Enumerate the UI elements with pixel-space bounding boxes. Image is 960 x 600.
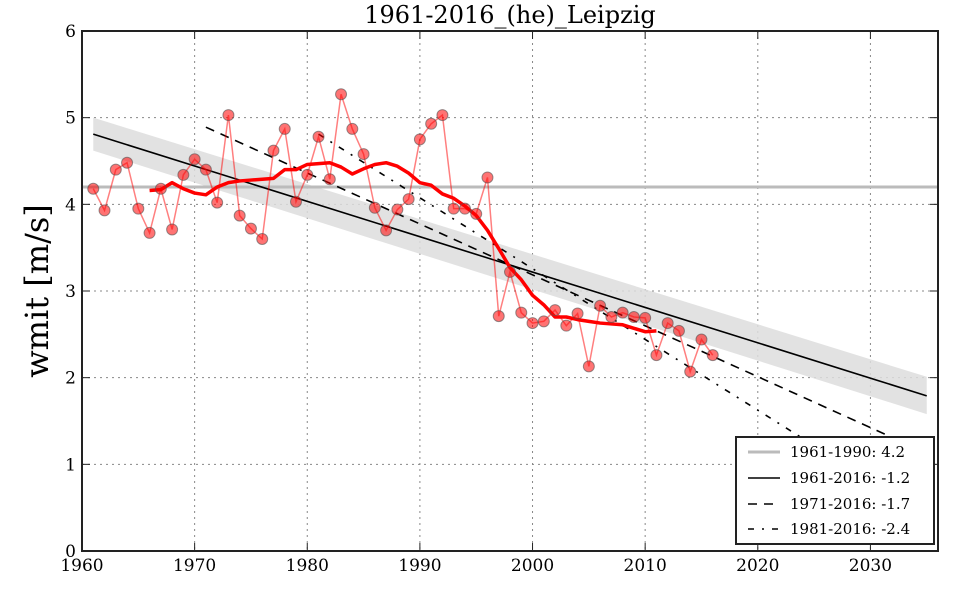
legend-label: 1961-2016: -1.2	[790, 469, 910, 487]
y-tick-label: 2	[65, 369, 76, 389]
data-point	[402, 193, 415, 206]
data-point	[132, 202, 145, 215]
data-point	[616, 306, 629, 319]
y-tick-label: 5	[65, 109, 76, 129]
y-axis-label: wmit [m/s]	[18, 204, 56, 378]
data-point	[447, 202, 460, 215]
y-tick-label: 1	[65, 455, 76, 475]
ticks: 1960 1970 1980 1990 2000 2010 2020 2030 0 1 2 3 4 5 6	[60, 22, 938, 576]
data-point	[233, 209, 246, 222]
data-point	[582, 360, 595, 373]
data-point	[436, 109, 449, 122]
x-tick-label: 1960	[60, 556, 103, 576]
data-point	[368, 201, 381, 214]
data-point	[661, 317, 674, 330]
data-point	[301, 168, 314, 181]
data-point	[256, 233, 269, 245]
data-point	[560, 319, 573, 332]
data-point	[571, 307, 584, 320]
data-point	[357, 148, 370, 161]
data-point	[267, 144, 280, 157]
data-point	[211, 196, 224, 209]
data-point	[222, 109, 235, 122]
data-point	[458, 202, 471, 215]
x-tick-label: 2000	[511, 556, 554, 576]
data-point	[594, 299, 607, 312]
legend-label: 1981-2016: -2.4	[790, 520, 910, 538]
moving-average-line	[149, 160, 657, 334]
x-tick-label: 1970	[173, 556, 216, 576]
data-point	[672, 324, 685, 337]
legend-label: 1971-2016: -1.7	[790, 495, 910, 513]
x-tick-label: 2030	[849, 556, 892, 576]
data-point	[481, 171, 494, 184]
data-point	[278, 122, 291, 135]
data-point	[413, 133, 426, 146]
data-point	[695, 333, 708, 346]
data-point	[526, 317, 539, 330]
x-tick-label: 1990	[398, 556, 441, 576]
data-point	[143, 226, 156, 239]
data-point	[627, 311, 640, 323]
data-point	[87, 182, 100, 195]
data-point	[537, 315, 550, 328]
data-point	[684, 365, 697, 378]
data-point	[335, 88, 348, 101]
chart-title: 1961-2016_(he)_Leipzig	[364, 1, 656, 29]
data-point	[549, 304, 562, 317]
y-tick-label: 4	[65, 195, 76, 215]
x-tick-label: 1980	[286, 556, 329, 576]
data-point	[492, 310, 505, 323]
data-point	[706, 349, 719, 362]
data-point	[650, 349, 663, 362]
data-point	[312, 130, 325, 143]
points-layer	[87, 88, 719, 378]
y-tick-label: 3	[65, 282, 76, 302]
data-point	[504, 265, 516, 278]
data-point	[166, 223, 179, 236]
legend: 1961-1990: 4.2 1961-2016: -1.2 1971-2016: …	[735, 436, 935, 545]
data-point	[639, 311, 652, 324]
data-point	[323, 173, 336, 186]
legend-box	[735, 436, 935, 545]
data-point	[199, 163, 212, 176]
data-point	[425, 117, 438, 130]
y-tick-label: 0	[65, 542, 76, 562]
data-point	[188, 153, 201, 166]
data-point	[109, 163, 122, 176]
data-point	[380, 224, 393, 237]
data-point	[470, 207, 483, 220]
data-point	[515, 306, 528, 319]
data-point	[605, 311, 618, 323]
data-point	[391, 203, 404, 216]
data-point	[98, 204, 111, 217]
data-point	[154, 182, 167, 195]
x-tick-label: 2020	[736, 556, 779, 576]
data-point	[244, 222, 257, 235]
data-point	[290, 195, 302, 208]
legend-label: 1961-1990: 4.2	[790, 443, 905, 461]
y-tick-label: 6	[65, 22, 76, 42]
x-tick-label: 2010	[624, 556, 667, 576]
data-point	[121, 156, 134, 169]
data-point	[346, 122, 359, 135]
data-point	[177, 168, 190, 181]
